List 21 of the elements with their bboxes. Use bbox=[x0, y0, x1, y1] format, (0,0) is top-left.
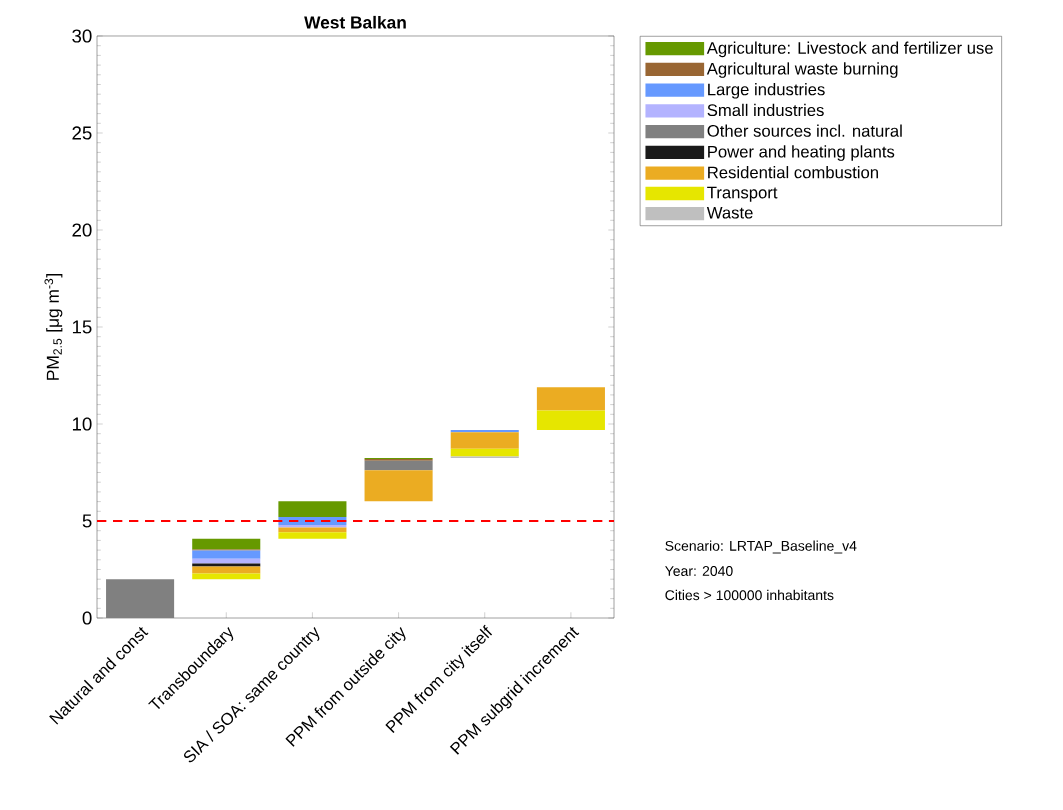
y-tick-label: 20 bbox=[72, 223, 92, 237]
legend-label: Power and heating plants bbox=[708, 145, 895, 161]
legend-label: Agriculture: Livestock and fertilizer use bbox=[706, 41, 993, 58]
y-tick-label: 10 bbox=[72, 417, 92, 431]
legend-label: Other sources incl. natural bbox=[707, 124, 902, 137]
legend-label: Large industries bbox=[708, 83, 825, 99]
text: Year: 2040 bbox=[665, 566, 733, 576]
legend-label: Transport bbox=[707, 186, 778, 202]
y-tick-label: 5 bbox=[82, 514, 92, 528]
y-axis-title: PM$_{2.5}$ [μg m$^{-3}$] bbox=[44, 274, 63, 380]
chart-title: West Balkan bbox=[304, 15, 406, 29]
y-tick-label: 0 bbox=[82, 611, 92, 625]
text: Cities > 100000 inhabitants bbox=[665, 589, 834, 601]
legend-label: Agricultural waste burning bbox=[706, 62, 898, 78]
legend-label: Waste bbox=[706, 206, 753, 219]
legend-label: Small industries bbox=[707, 103, 824, 117]
legend-label: Residential combustion bbox=[708, 166, 878, 179]
y-tick-label: 25 bbox=[72, 126, 92, 140]
y-tick-label: 30 bbox=[72, 29, 92, 43]
text: Scenario: LRTAP_Baseline_v4 bbox=[665, 540, 857, 554]
y-tick-label: 15 bbox=[72, 320, 92, 334]
